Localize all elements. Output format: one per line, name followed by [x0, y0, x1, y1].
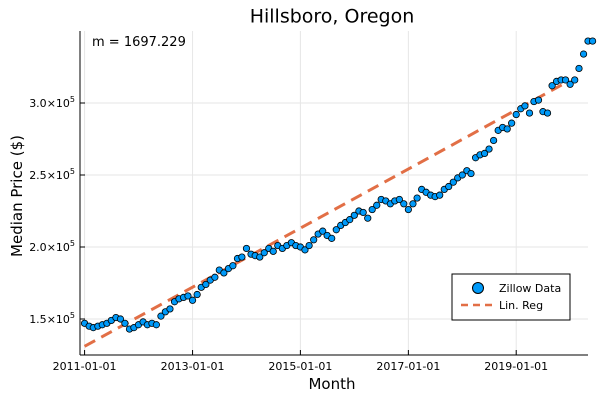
y-tick-label: 2.0×105: [29, 239, 75, 254]
data-point: [588, 37, 597, 45]
y-axis-label: Median Price ($): [8, 135, 26, 257]
data-point: [256, 253, 264, 261]
data-point: [310, 236, 318, 244]
data-point: [116, 315, 125, 323]
data-point: [328, 234, 336, 242]
data-point: [332, 226, 340, 234]
x-axis-label: Month: [308, 375, 355, 393]
chart-title: Hillsboro, Oregon: [250, 6, 415, 28]
data-point: [220, 269, 228, 277]
x-tick-label: 2019-01-01: [484, 360, 548, 373]
x-axis: 2011-01-01 2013-01-01 2015-01-01 2017-01-01…: [53, 350, 548, 373]
data-point: [579, 50, 588, 58]
data-point: [436, 191, 444, 199]
data-point: [508, 119, 516, 127]
data-point: [485, 145, 493, 153]
data-point: [467, 169, 475, 178]
data-point: [184, 292, 192, 300]
legend: Zillow Data Lin. Reg: [451, 273, 571, 321]
data-point: [575, 64, 583, 73]
y-tick-label: 3.0×105: [29, 95, 75, 110]
x-tick-label: 2011-01-01: [53, 360, 117, 373]
data-point: [350, 211, 358, 219]
data-point: [359, 208, 367, 217]
regression-series: [83, 81, 567, 348]
data-point: [269, 247, 277, 255]
data-point: [157, 312, 165, 320]
data-point: [571, 76, 579, 84]
data-point: [301, 246, 309, 254]
data-point: [364, 214, 372, 222]
grid-lines: [80, 31, 588, 355]
data-point: [561, 76, 570, 84]
data-point: [548, 82, 556, 90]
data-point: [260, 249, 268, 257]
legend-box: [451, 273, 571, 321]
data-point: [188, 296, 197, 304]
data-point: [525, 109, 534, 117]
data-point: [238, 253, 246, 261]
data-point: [121, 319, 129, 327]
plot-frame: [79, 31, 588, 356]
data-point: [229, 262, 237, 270]
data-point: [566, 80, 574, 88]
data-point: [480, 149, 489, 157]
y-axis: 1.5×105 2.0×105 2.5×105 3.0×105: [29, 95, 85, 326]
data-point: [445, 182, 453, 191]
data-point: [543, 109, 552, 117]
x-tick-label: 2013-01-01: [161, 360, 225, 373]
data-point: [368, 205, 376, 214]
slope-annotation: m = 1697.229: [92, 35, 186, 50]
data-point: [166, 305, 174, 313]
legend-label-linreg: Lin. Reg: [499, 299, 543, 312]
data-point: [409, 200, 417, 208]
data-point: [449, 178, 457, 186]
data-point: [458, 171, 466, 179]
data-point: [521, 102, 529, 110]
data-point: [534, 96, 543, 104]
data-point: [503, 125, 511, 133]
data-point: [211, 273, 219, 281]
data-point: [202, 280, 210, 289]
data-point: [319, 227, 327, 235]
data-point: [152, 321, 160, 329]
data-point: [346, 216, 354, 224]
legend-marker-zillow: [472, 282, 484, 294]
data-point: [373, 201, 381, 209]
data-point: [413, 194, 421, 202]
data-point: [512, 110, 520, 119]
data-point: [490, 136, 498, 145]
x-tick-label: 2015-01-01: [268, 360, 332, 373]
scatter-series: [80, 37, 597, 333]
regression-line: [83, 81, 567, 348]
y-tick-label: 1.5×105: [29, 311, 75, 326]
y-tick-label: 2.5×105: [29, 167, 75, 182]
x-tick-label: 2017-01-01: [376, 360, 440, 373]
data-point: [404, 205, 412, 214]
legend-label-zillow: Zillow Data: [499, 282, 561, 295]
data-point: [242, 244, 251, 253]
data-point: [305, 241, 313, 250]
data-point: [193, 290, 201, 299]
data-point: [400, 200, 408, 208]
data-point: [395, 195, 403, 204]
